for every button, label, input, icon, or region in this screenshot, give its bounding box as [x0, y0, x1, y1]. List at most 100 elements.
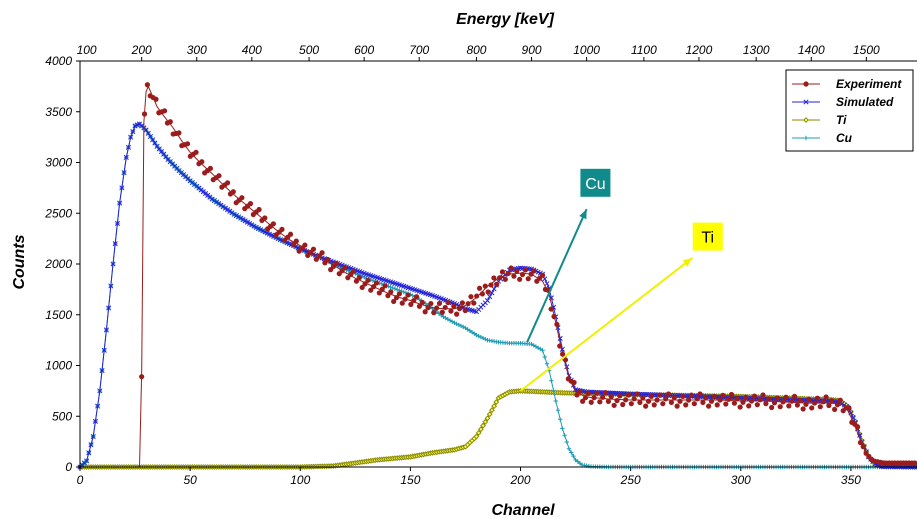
x-tick-label: 50 [183, 473, 197, 487]
data-point-experiment [376, 290, 382, 296]
data-point-cu [531, 343, 536, 348]
top-tick-label: 700 [409, 43, 429, 57]
data-point-simulated [128, 134, 134, 140]
y-tick-label: 1000 [45, 359, 72, 373]
data-point-experiment [176, 130, 182, 136]
data-point-experiment [488, 282, 494, 288]
data-point-experiment [834, 402, 841, 408]
data-point-experiment [588, 399, 594, 405]
data-point-experiment [482, 283, 488, 289]
data-point-experiment [700, 399, 706, 406]
top-tick-label: 300 [187, 43, 207, 57]
x-tick-label: 0 [77, 473, 84, 487]
data-point-cu [456, 322, 462, 328]
y-tick-label: 500 [52, 409, 72, 423]
data-point-experiment [459, 300, 465, 306]
data-point-simulated [90, 433, 96, 440]
data-point-experiment [434, 305, 440, 311]
data-point-simulated [125, 144, 132, 150]
data-point-experiment [763, 401, 769, 407]
data-point-experiment [814, 395, 821, 401]
data-point-experiment [731, 400, 738, 406]
y-tick-label: 2000 [44, 257, 72, 271]
data-point-cu [458, 323, 464, 329]
data-point-ti [488, 407, 495, 414]
data-point-experiment [912, 460, 917, 466]
data-point-experiment [743, 394, 749, 400]
data-point-ti [473, 433, 480, 440]
data-point-experiment [580, 398, 586, 404]
annotation-label-cu: Cu [585, 176, 605, 193]
top-tick-label: 200 [131, 43, 152, 57]
data-point-experiment [436, 300, 443, 307]
data-point-experiment [857, 439, 863, 446]
data-point-simulated [143, 127, 149, 133]
data-point-cu [469, 330, 475, 335]
data-point-cu [577, 461, 583, 466]
legend-item-simulated: Simulated [792, 95, 894, 109]
data-point-experiment [720, 392, 726, 398]
data-point-experiment [625, 392, 632, 398]
data-point-experiment [665, 391, 672, 397]
data-point-experiment [256, 206, 262, 213]
data-point-cu [461, 324, 466, 330]
data-point-experiment [671, 394, 677, 401]
data-point-experiment [697, 391, 703, 397]
axes-layer: 0 500 1000 1500 2000 2500 3000 3500 4000 0 50 100 15… [44, 43, 917, 487]
data-point-simulated [108, 283, 114, 289]
data-point-experiment [539, 272, 546, 278]
data-point-cu [540, 348, 545, 353]
data-point-experiment [837, 397, 843, 403]
data-point-experiment [402, 296, 408, 302]
data-point-experiment [726, 396, 732, 402]
data-point-experiment [771, 400, 778, 406]
data-point-experiment [737, 404, 743, 410]
data-point-experiment [416, 303, 423, 309]
data-point-experiment [620, 401, 626, 408]
annotation-arrowhead-ti [682, 257, 693, 267]
data-point-cu [568, 450, 574, 455]
annotation-ti: Ti [519, 222, 723, 392]
data-point-cu [445, 317, 451, 322]
data-point-experiment [144, 82, 151, 88]
legend-item-cu: Cu [792, 131, 853, 145]
data-point-experiment [811, 400, 818, 406]
data-point-experiment [439, 309, 445, 315]
data-point-experiment [465, 301, 471, 307]
data-point-experiment [287, 231, 294, 237]
data-point-experiment [694, 396, 700, 402]
data-point-experiment [562, 357, 569, 363]
x-tick-label: 150 [400, 473, 420, 487]
data-point-cu [551, 388, 556, 394]
data-point-experiment [594, 390, 600, 396]
top-axis-title: Energy [keV] [456, 11, 554, 28]
data-point-experiment [751, 393, 758, 399]
data-point-experiment [846, 405, 852, 411]
data-point-experiment [654, 397, 660, 403]
data-point-experiment [691, 401, 697, 407]
data-point-cu [483, 336, 488, 342]
data-point-cu [410, 293, 415, 298]
data-point-simulated [121, 170, 127, 176]
top-tick-label: 1400 [798, 43, 825, 57]
data-point-experiment [786, 403, 792, 409]
top-tick-label: 1100 [631, 43, 657, 57]
x-axis-title: Channel [491, 502, 555, 519]
legend-marker-experiment [803, 81, 809, 87]
data-point-experiment [356, 275, 362, 281]
data-point-experiment [362, 281, 368, 287]
data-point-experiment [393, 295, 400, 301]
data-point-experiment [279, 226, 285, 233]
data-point-cu [454, 321, 459, 327]
data-point-experiment [634, 391, 640, 397]
data-point-cu [441, 314, 446, 319]
legend-label-cu: Cu [836, 131, 853, 145]
data-point-experiment [791, 393, 798, 399]
data-point-experiment [422, 309, 428, 315]
data-point-experiment [631, 396, 637, 402]
data-point-simulated [86, 450, 92, 456]
data-point-experiment [479, 291, 486, 297]
data-point-experiment [683, 402, 689, 408]
data-point-simulated [491, 286, 497, 292]
